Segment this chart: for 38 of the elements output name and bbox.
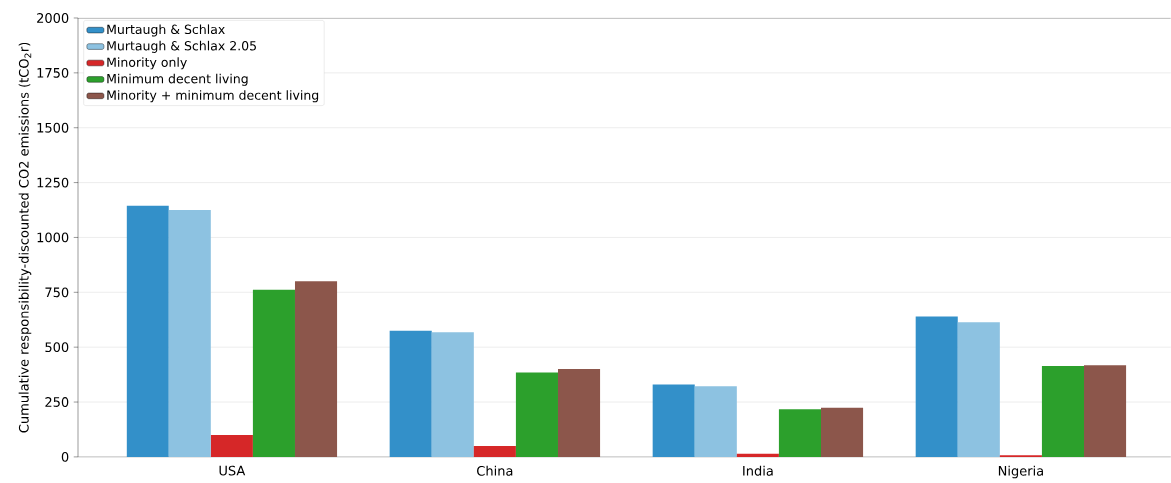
x-tick-label: Nigeria bbox=[998, 465, 1043, 479]
bar bbox=[1041, 366, 1085, 458]
y-tick-label: 2000 bbox=[37, 13, 69, 24]
y-tick-label: 1750 bbox=[37, 68, 69, 78]
bar bbox=[652, 384, 695, 458]
x-tick-label: India bbox=[743, 465, 773, 476]
bar bbox=[694, 386, 737, 458]
bar bbox=[821, 407, 864, 458]
bar bbox=[515, 372, 558, 458]
bar bbox=[126, 205, 169, 458]
bar bbox=[957, 322, 1000, 458]
bar bbox=[431, 332, 474, 458]
bar bbox=[557, 369, 601, 458]
bar bbox=[168, 210, 211, 458]
bar bbox=[915, 316, 958, 458]
y-tick-label: 1500 bbox=[37, 122, 69, 133]
legend-label: Minority only bbox=[107, 57, 187, 70]
y-axis-title: Cumulative responsibility-discounted CO2 emissions (tCO$_{2}$r) bbox=[18, 43, 32, 433]
bar bbox=[210, 435, 253, 458]
y-tick-label: 1000 bbox=[37, 232, 69, 243]
y-tick-label: 1250 bbox=[37, 177, 69, 188]
bar bbox=[252, 289, 295, 458]
legend-label: Minority + minimum decent living bbox=[107, 90, 319, 103]
legend-label: Murtaugh & Schlax 2.05 bbox=[107, 41, 256, 54]
legend-label: Murtaugh & Schlax bbox=[107, 24, 225, 37]
legend-label: Minimum decent living bbox=[107, 73, 248, 87]
bar bbox=[473, 446, 516, 458]
bar bbox=[1084, 365, 1127, 458]
bar bbox=[778, 409, 821, 458]
bar bbox=[389, 330, 432, 458]
y-tick-label: 500 bbox=[45, 342, 69, 353]
x-tick-label: China bbox=[477, 465, 513, 476]
y-tick-label: 750 bbox=[45, 287, 69, 298]
y-tick-label: 0 bbox=[61, 452, 69, 463]
x-tick-label: USA bbox=[219, 465, 246, 476]
bar bbox=[736, 454, 779, 458]
bar bbox=[294, 281, 338, 458]
y-tick-label: 250 bbox=[45, 397, 69, 408]
